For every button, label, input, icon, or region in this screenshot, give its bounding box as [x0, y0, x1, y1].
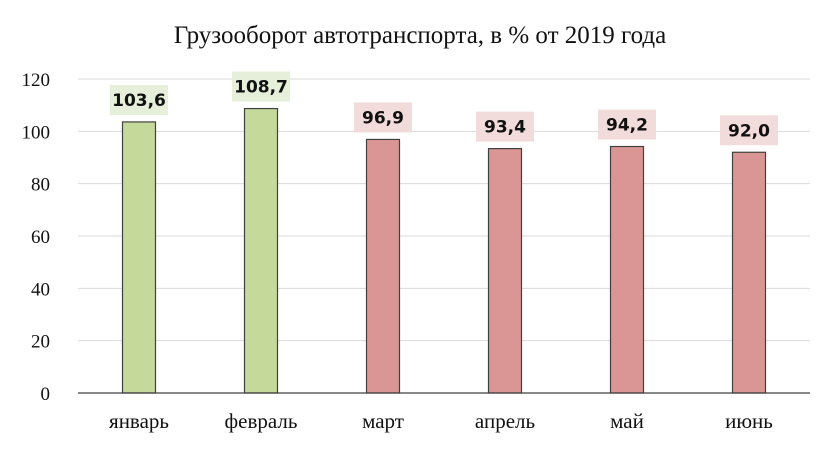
bar-6 [731, 151, 767, 394]
x-tick-label: март [362, 409, 404, 433]
y-tick-label: 100 [22, 122, 51, 143]
bar-4 [487, 148, 523, 394]
data-label: 96,9 [362, 108, 404, 128]
y-tick-label: 0 [41, 384, 51, 405]
data-label-bg [476, 111, 534, 142]
data-label-bg [720, 115, 778, 146]
x-tick-label: май [610, 409, 644, 433]
y-tick-label: 80 [31, 175, 50, 196]
data-label: 92,0 [728, 121, 770, 141]
data-label: 94,2 [606, 116, 648, 136]
data-labels: 103,6 108,7 96,9 93,4 94,2 92,0 [110, 71, 778, 146]
y-tick-label: 60 [31, 227, 50, 248]
gridlines [78, 78, 810, 342]
y-tick-label: 40 [31, 279, 50, 300]
data-label: 103,6 [112, 91, 166, 111]
x-axis-ticks: январь февраль март апрель май июнь [109, 409, 773, 433]
x-tick-label: февраль [225, 409, 298, 433]
bar-5 [609, 145, 645, 394]
data-label-bg [232, 71, 290, 102]
data-label-bg [110, 84, 168, 115]
y-tick-label: 20 [31, 332, 50, 353]
bar-2 [243, 107, 279, 394]
x-tick-label: январь [109, 409, 169, 433]
chart-title: Грузооборот автотранспорта, в % от 2019 … [174, 22, 667, 49]
bar-3 [365, 138, 401, 394]
x-tick-label: июнь [725, 409, 773, 433]
x-tick-label: апрель [475, 409, 535, 433]
y-tick-label: 120 [22, 70, 51, 91]
data-label-bg [354, 102, 412, 133]
data-label: 108,7 [234, 78, 288, 98]
data-label-bg [598, 109, 656, 140]
bar-1 [121, 121, 157, 394]
data-label: 93,4 [484, 118, 526, 138]
y-axis-ticks: 0 20 40 60 80 100 120 [22, 70, 51, 405]
bars [121, 107, 767, 394]
